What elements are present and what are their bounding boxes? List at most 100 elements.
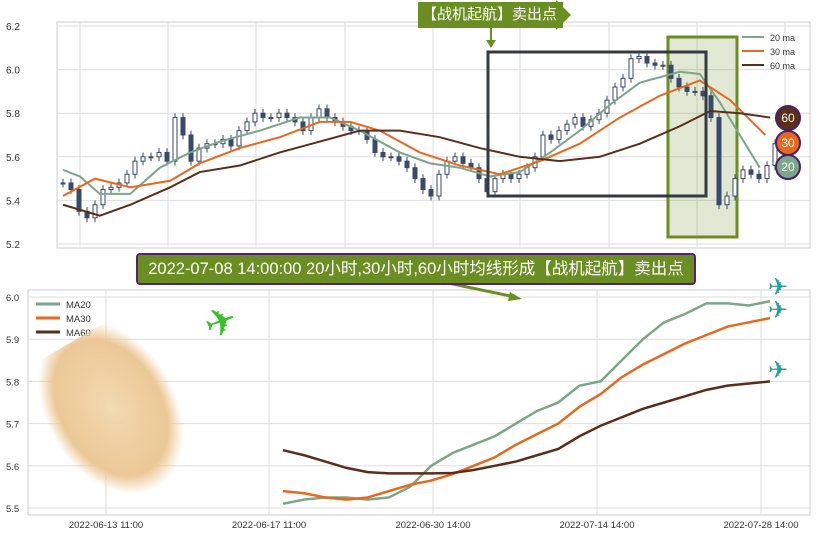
candle-body [668, 64, 674, 79]
candle-body [404, 160, 410, 169]
ma-line-30ma [62, 79, 767, 197]
candle-body [236, 130, 242, 147]
ma-line-20ma [62, 70, 761, 195]
y-tick-label: 5.8 [6, 377, 19, 388]
candle-body [748, 169, 754, 175]
candle-body [644, 56, 650, 64]
signal-tag: 【战机起航】卖出点 [418, 2, 564, 28]
y-tick-label: 6.0 [6, 293, 19, 304]
y-tick-label: 5.6 [6, 153, 20, 164]
candle-body [244, 121, 250, 132]
y-tick-label: 5.2 [6, 240, 20, 250]
candle-body [412, 167, 418, 180]
candle-body [124, 173, 130, 184]
x-tick-label: 2022-06-30 14:00 [395, 520, 470, 531]
candle-body [68, 182, 74, 191]
candle-body [276, 112, 282, 119]
candle-body [132, 160, 138, 175]
x-tick-label: 2022-07-14 14:00 [559, 520, 634, 531]
candle-body [260, 112, 266, 119]
candle-body [380, 151, 386, 158]
candle-body [92, 204, 98, 219]
candle-body [628, 58, 634, 79]
pointer-arrow-icon [508, 292, 522, 301]
airplane-icon: ✈ [768, 297, 789, 324]
legend-label: 60 ma [770, 61, 795, 71]
legend-label: 30 ma [770, 47, 795, 57]
ma20-badge: 20 [775, 154, 801, 180]
candle-body [460, 156, 466, 164]
candle-body [724, 195, 730, 206]
candle-body [284, 112, 290, 119]
candle-body [564, 123, 570, 132]
candle-body [636, 56, 642, 60]
candle-body [660, 64, 666, 67]
y-tick-label: 5.9 [6, 335, 19, 346]
candle-body [580, 117, 586, 127]
candle-body [620, 77, 626, 88]
ma60-badge: 60 [775, 105, 801, 131]
y-tick-label: 5.7 [6, 420, 19, 431]
candle-body [164, 151, 170, 162]
y-tick-label: 5.6 [6, 462, 19, 473]
candle-body [684, 86, 690, 92]
candle-body [492, 178, 498, 193]
ma30-badge: 30 [775, 130, 801, 156]
x-tick-label: 2022-06-17 11:00 [232, 520, 306, 531]
candle-body [76, 189, 82, 212]
legend-label: MA60 [66, 328, 91, 339]
down-arrow-icon [486, 40, 496, 48]
candle-body [452, 156, 458, 162]
y-tick-label: 5.4 [6, 196, 20, 207]
candle-body [268, 117, 274, 120]
candle-body [140, 156, 146, 162]
x-tick-label: 2022-07-28 14:00 [723, 520, 798, 531]
ma-line-MA60 [282, 380, 771, 475]
y-tick-label: 5.5 [6, 504, 19, 515]
tag-arrow-icon [556, 0, 571, 30]
signal-box [486, 50, 708, 198]
candle-body [100, 189, 106, 206]
candle-body [180, 117, 186, 136]
candle-body [548, 134, 554, 140]
ma-line-MA30 [282, 316, 771, 501]
candle-body [108, 186, 114, 191]
candle-body [396, 156, 402, 162]
candle-body [764, 165, 770, 180]
candle-body [60, 182, 66, 185]
candle-body [300, 121, 306, 132]
candle-body [148, 156, 154, 159]
candle-body [388, 156, 394, 159]
candle-body [428, 189, 434, 197]
y-tick-label: 6.2 [6, 22, 20, 33]
pointer-arrow-line [447, 281, 516, 299]
legend-label: 20 ma [770, 33, 795, 43]
legend-label: MA20 [66, 300, 91, 311]
candle-body [676, 77, 682, 88]
candle-body [196, 147, 202, 162]
candle-body [732, 178, 738, 197]
signal-banner: 2022-07-08 14:00:00 20小时,30小时,60小时均线形成【战… [136, 253, 696, 285]
candle-body [436, 173, 442, 197]
candle-body [572, 117, 578, 125]
airplane-icon: ✈ [768, 357, 789, 384]
x-tick-label: 2022-06-13 11:00 [69, 520, 143, 531]
candle-body [156, 151, 162, 158]
candle-body [652, 62, 658, 66]
legend-label: MA30 [66, 314, 91, 325]
candle-body [740, 169, 746, 180]
candle-body [692, 90, 698, 93]
candle-body [420, 178, 426, 191]
y-tick-label: 5.8 [6, 109, 20, 120]
candle-body [716, 117, 722, 206]
candle-body [708, 95, 714, 119]
candle-body [756, 173, 762, 180]
airplane-icon: ✈ [768, 274, 789, 301]
candle-body [556, 130, 562, 140]
ma-line-MA20 [282, 299, 771, 506]
candle-body [252, 112, 258, 123]
ma-line-60ma [62, 110, 771, 217]
y-tick-label: 6.0 [6, 66, 20, 77]
candle-body [188, 134, 194, 162]
top-candlestick-chart: 5.2 5.4 5.6 5.8 6.0 6.2 20 ma 30 ma 60 ma [6, 21, 811, 250]
